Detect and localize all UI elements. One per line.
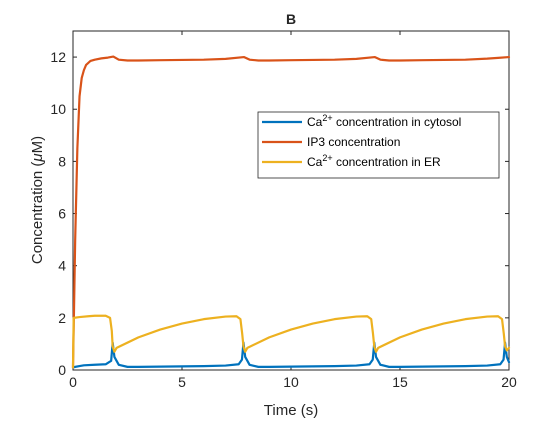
- x-tick-label: 20: [501, 374, 517, 390]
- y-tick-label: 12: [50, 49, 66, 65]
- x-tick-label: 5: [178, 374, 186, 390]
- y-axis-label-unit-symbol: μ: [29, 153, 46, 162]
- plot-area: [73, 31, 509, 370]
- legend-label-text-rest: concentration in cytosol: [333, 115, 462, 129]
- x-tick-label: 15: [392, 374, 408, 390]
- y-tick-label: 8: [58, 153, 66, 169]
- legend-label-text: IP3 concentration: [307, 135, 400, 149]
- y-axis-label-prefix: Concentration (: [29, 162, 46, 265]
- legend-label-superscript: 2+: [322, 113, 332, 123]
- y-tick-label: 0: [58, 362, 66, 378]
- y-tick-label: 6: [58, 206, 66, 222]
- x-axis-label: Time (s): [264, 402, 318, 419]
- y-tick-label: 10: [50, 101, 66, 117]
- y-tick-label: 4: [58, 258, 66, 274]
- legend-label-1: IP3 concentration: [307, 135, 400, 149]
- chart-title: B: [286, 11, 296, 27]
- y-axis-label-suffix: M): [29, 136, 46, 154]
- legend-label-text: Ca: [307, 115, 323, 129]
- y-tick-label: 2: [58, 310, 66, 326]
- x-tick-label: 0: [69, 374, 77, 390]
- x-tick-label: 10: [283, 374, 299, 390]
- legend-label-text: Ca: [307, 155, 323, 169]
- y-axis-label: Concentration (μM): [29, 136, 46, 264]
- legend-label-text-rest: concentration in ER: [333, 155, 441, 169]
- plot-background: [73, 31, 509, 370]
- legend-label-superscript: 2+: [322, 153, 332, 163]
